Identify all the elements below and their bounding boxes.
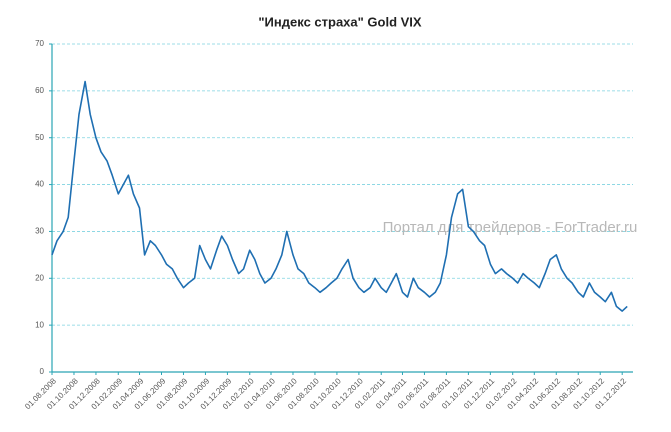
y-tick-label: 60 [35,86,44,95]
y-tick-label: 40 [35,180,44,189]
data-line [51,80,628,312]
y-tick-label: 10 [35,320,44,329]
y-tick-label: 50 [35,133,44,142]
y-tick-label: 20 [35,273,44,282]
y-tick-label: 0 [40,367,45,376]
chart-title: "Индекс страха" Gold VIX [258,14,422,29]
watermark: Портал для трейдеров - ForTrader.ru [383,219,638,236]
y-tick-label: 70 [35,39,44,48]
y-tick-label: 30 [35,227,44,236]
